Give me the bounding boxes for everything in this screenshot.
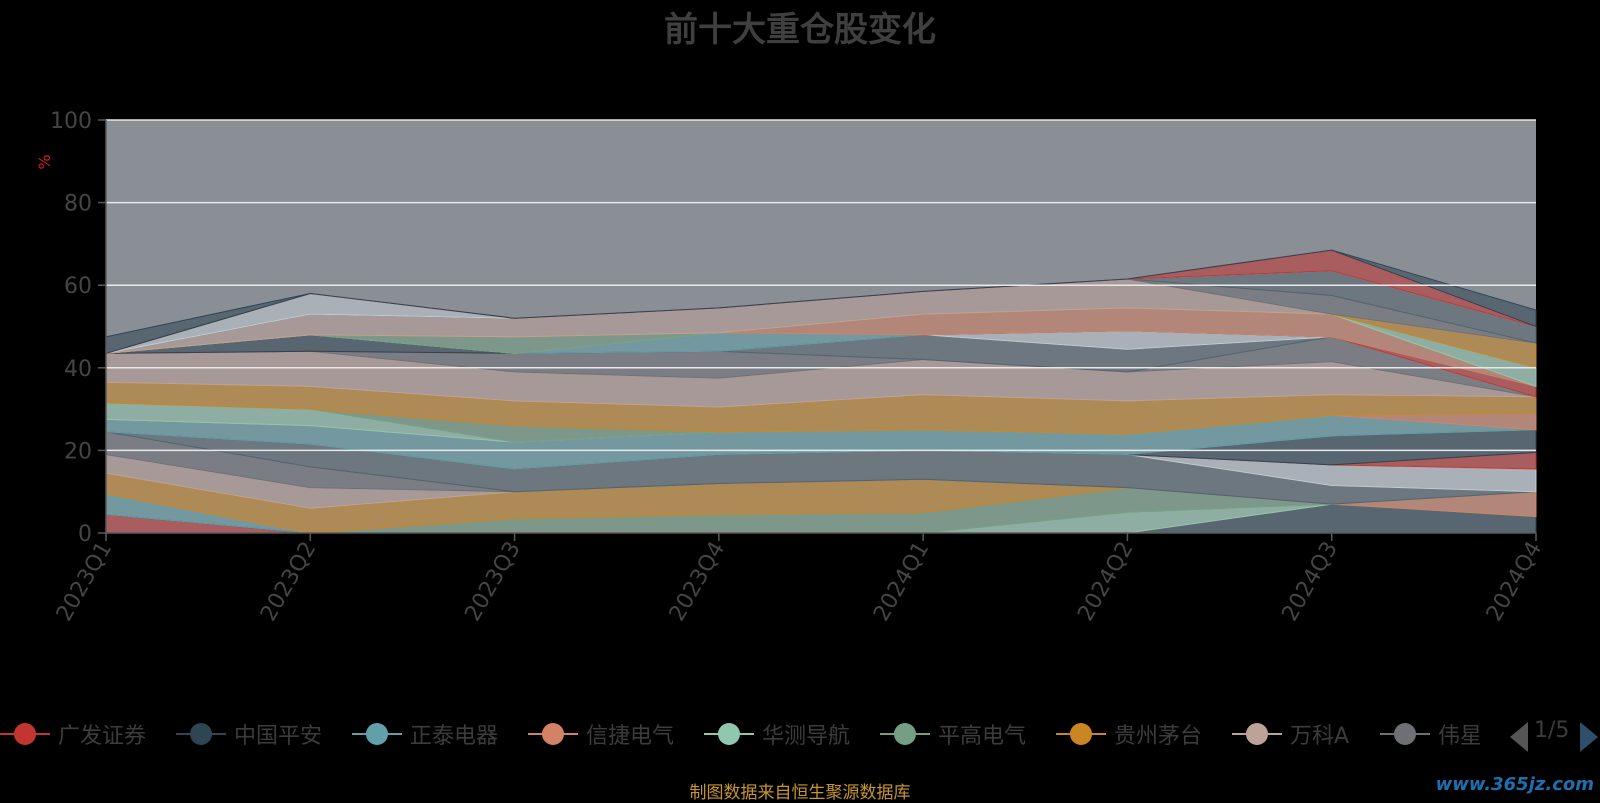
x-tick-label-1: 2023Q2 bbox=[256, 538, 321, 626]
x-tick-label-6: 2024Q3 bbox=[1278, 538, 1343, 626]
legend-label: 华测导航 bbox=[762, 724, 851, 749]
y-tick-label-5: 100 bbox=[50, 109, 92, 134]
legend-label: 伟星新材 bbox=[1438, 724, 1480, 749]
y-tick-label-1: 20 bbox=[64, 439, 92, 464]
chevron-left-icon[interactable] bbox=[1510, 722, 1528, 752]
series-area-34 bbox=[105, 249, 1537, 355]
legend-page-indicator: 1/5 bbox=[1534, 718, 1570, 743]
legend-label: 广发证券 bbox=[58, 724, 147, 749]
chevron-right-icon[interactable] bbox=[1580, 722, 1598, 752]
legend-swatch-dot bbox=[718, 723, 740, 745]
legend-swatch-dot bbox=[894, 723, 916, 745]
data-source-note: 制图数据来自恒生聚源数据库 bbox=[689, 783, 911, 803]
legend-swatch-dot bbox=[190, 723, 212, 745]
x-tick-label-3: 2023Q4 bbox=[665, 538, 730, 626]
legend-label: 万科A bbox=[1290, 724, 1350, 749]
y-tick-label-2: 40 bbox=[64, 357, 92, 382]
x-tick-label-5: 2024Q2 bbox=[1073, 538, 1138, 626]
legend-swatch-dot bbox=[1394, 723, 1416, 745]
x-tick-label-0: 2023Q1 bbox=[52, 538, 117, 626]
legend-swatch-dot bbox=[542, 723, 564, 745]
x-tick-label-4: 2024Q1 bbox=[869, 538, 934, 626]
legend-label: 正泰电器 bbox=[410, 724, 499, 749]
legend-swatch-dot bbox=[366, 723, 388, 745]
x-tick-label-2: 2023Q3 bbox=[460, 538, 525, 626]
watermark: www.365jz.com bbox=[1435, 774, 1594, 795]
legend-label: 中国平安 bbox=[234, 724, 323, 749]
chart-title: 前十大重仓股变化 bbox=[664, 10, 936, 50]
legend: 广发证券 中国平安 正泰电器 信捷电气 华测导航 平高电气 贵州茅台 万科A 伟 bbox=[0, 716, 1480, 756]
legend-label: 贵州茅台 bbox=[1114, 724, 1203, 749]
legend-pager: 1/5 bbox=[1498, 716, 1600, 752]
y-axis-label: % bbox=[35, 154, 54, 169]
y-tick-label-0: 0 bbox=[78, 522, 92, 547]
legend-label: 信捷电气 bbox=[586, 724, 675, 749]
legend-swatch-dot bbox=[1246, 723, 1268, 745]
legend-swatch-dot bbox=[14, 723, 36, 745]
y-tick-label-3: 60 bbox=[64, 274, 92, 299]
legend-swatch-dot bbox=[1070, 723, 1092, 745]
y-tick-label-4: 80 bbox=[64, 192, 92, 217]
legend-label: 平高电气 bbox=[938, 724, 1027, 749]
x-tick-label-7: 2024Q4 bbox=[1482, 538, 1547, 626]
